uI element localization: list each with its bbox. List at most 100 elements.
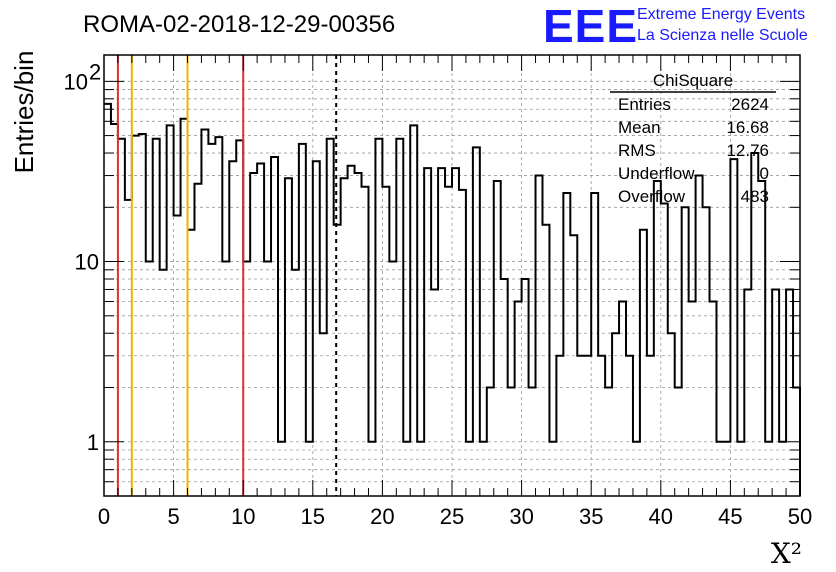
histogram-bin xyxy=(522,279,529,496)
histogram-bars xyxy=(104,102,801,496)
histogram-bin xyxy=(772,289,779,496)
stats-value: 0 xyxy=(760,164,769,183)
histogram-bin xyxy=(201,130,208,496)
x-tick-label: 35 xyxy=(579,504,603,529)
histogram-bin xyxy=(375,139,382,496)
histogram-bin xyxy=(215,137,222,496)
x-tick-label: 10 xyxy=(231,504,255,529)
histogram-bin xyxy=(515,302,522,496)
histogram-bin xyxy=(382,187,389,496)
histogram-bin xyxy=(542,225,549,496)
histogram-bin xyxy=(125,200,132,496)
histogram-bin xyxy=(438,168,445,496)
stats-value: 12.76 xyxy=(726,141,769,160)
histogram-bin xyxy=(222,262,229,496)
histogram-bin xyxy=(257,163,264,496)
histogram-bin xyxy=(654,181,661,496)
histogram-bin xyxy=(570,235,577,496)
x-tick-label: 20 xyxy=(370,504,394,529)
histogram-bin xyxy=(264,262,271,496)
histogram-bin xyxy=(765,442,772,496)
histogram-bin xyxy=(181,119,188,496)
histogram-bin xyxy=(320,333,327,496)
histogram-bin xyxy=(132,136,139,496)
histogram-bin xyxy=(723,442,730,496)
histogram-bin xyxy=(153,139,160,496)
histogram-bin xyxy=(612,333,619,496)
histogram-bin xyxy=(508,388,515,496)
histogram-bin xyxy=(584,356,591,496)
x-axis-label: X² xyxy=(771,537,802,570)
histogram-bin xyxy=(243,262,250,496)
histogram-bin xyxy=(396,139,403,496)
stats-value: 16.68 xyxy=(726,118,769,137)
histogram-bin xyxy=(598,356,605,496)
histogram-bin xyxy=(647,356,654,496)
stats-label: Mean xyxy=(618,118,661,137)
histogram-bin xyxy=(786,289,793,496)
histogram-bin xyxy=(104,104,111,496)
x-tick-label: 15 xyxy=(301,504,325,529)
logo-line-1: Extreme Energy Events xyxy=(637,6,805,23)
x-tick-label: 45 xyxy=(718,504,742,529)
histogram-bin xyxy=(549,442,556,496)
histogram-bin xyxy=(480,442,487,496)
histogram-bin xyxy=(167,125,174,496)
histogram-bin xyxy=(278,442,285,496)
histogram-outline xyxy=(104,102,801,496)
x-tick-label: 5 xyxy=(167,504,179,529)
histogram-bin xyxy=(188,230,195,496)
histogram-bin xyxy=(591,193,598,496)
histogram-bin xyxy=(362,187,369,496)
histogram-bin xyxy=(355,173,362,496)
histogram-bin xyxy=(194,184,201,496)
histogram-bin xyxy=(758,181,765,496)
reference-lines xyxy=(116,55,338,496)
histogram-bin xyxy=(703,207,710,496)
histogram-bin xyxy=(689,302,696,496)
histogram-bin xyxy=(368,442,375,496)
histogram-bin xyxy=(633,442,640,496)
histogram-bin xyxy=(640,230,647,496)
histogram-bin xyxy=(250,173,257,496)
histogram-bin xyxy=(424,168,431,496)
histogram-bin xyxy=(556,356,563,496)
histogram-bin xyxy=(682,207,689,496)
histogram-bin xyxy=(536,176,543,496)
histogram-bin xyxy=(139,134,146,496)
histogram-bin xyxy=(431,289,438,496)
histogram-bin xyxy=(466,442,473,496)
histogram-bin xyxy=(452,168,459,496)
histogram-bin xyxy=(744,289,751,496)
y-tick-label: 1 xyxy=(87,430,99,455)
eee-logo: EEE Extreme Energy Events La Scienza nel… xyxy=(543,0,808,52)
histogram-bin xyxy=(327,139,334,496)
histogram-bin xyxy=(459,190,466,496)
histogram-bin xyxy=(619,302,626,496)
logo-line-2: La Scienza nelle Scuole xyxy=(637,27,808,44)
histogram-bin xyxy=(174,216,181,496)
y-tick-label: 10 xyxy=(64,69,88,94)
histogram-bin xyxy=(348,166,355,496)
histogram-bin xyxy=(236,140,243,496)
stats-label: Overflow xyxy=(618,187,686,206)
histogram-bin xyxy=(389,262,396,496)
histogram-bin xyxy=(271,157,278,496)
y-axis-label: Entries/bin xyxy=(9,51,39,174)
y-tick-label: 10 xyxy=(75,250,99,275)
x-tick-label: 30 xyxy=(509,504,533,529)
histogram-bin xyxy=(737,442,744,496)
histogram-bin xyxy=(410,125,417,496)
histogram-bin xyxy=(118,139,125,496)
histogram-bin xyxy=(577,356,584,496)
histogram-bin xyxy=(417,442,424,496)
stats-label: Entries xyxy=(618,95,671,114)
histogram-bin xyxy=(473,147,480,496)
histogram-bin xyxy=(529,388,536,496)
x-tick-label: 0 xyxy=(98,504,110,529)
histogram-bin xyxy=(675,388,682,496)
stats-value: 2624 xyxy=(731,95,769,114)
histogram-bin xyxy=(403,442,410,496)
histogram-bin xyxy=(306,442,313,496)
